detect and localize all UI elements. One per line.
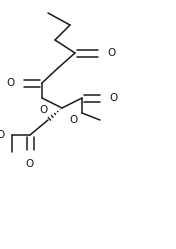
Text: O: O <box>107 48 115 58</box>
Text: O: O <box>70 115 78 125</box>
Text: O: O <box>40 105 48 115</box>
Text: O: O <box>109 93 117 103</box>
Text: O: O <box>26 159 34 169</box>
Text: O: O <box>0 130 5 140</box>
Text: O: O <box>7 78 15 88</box>
